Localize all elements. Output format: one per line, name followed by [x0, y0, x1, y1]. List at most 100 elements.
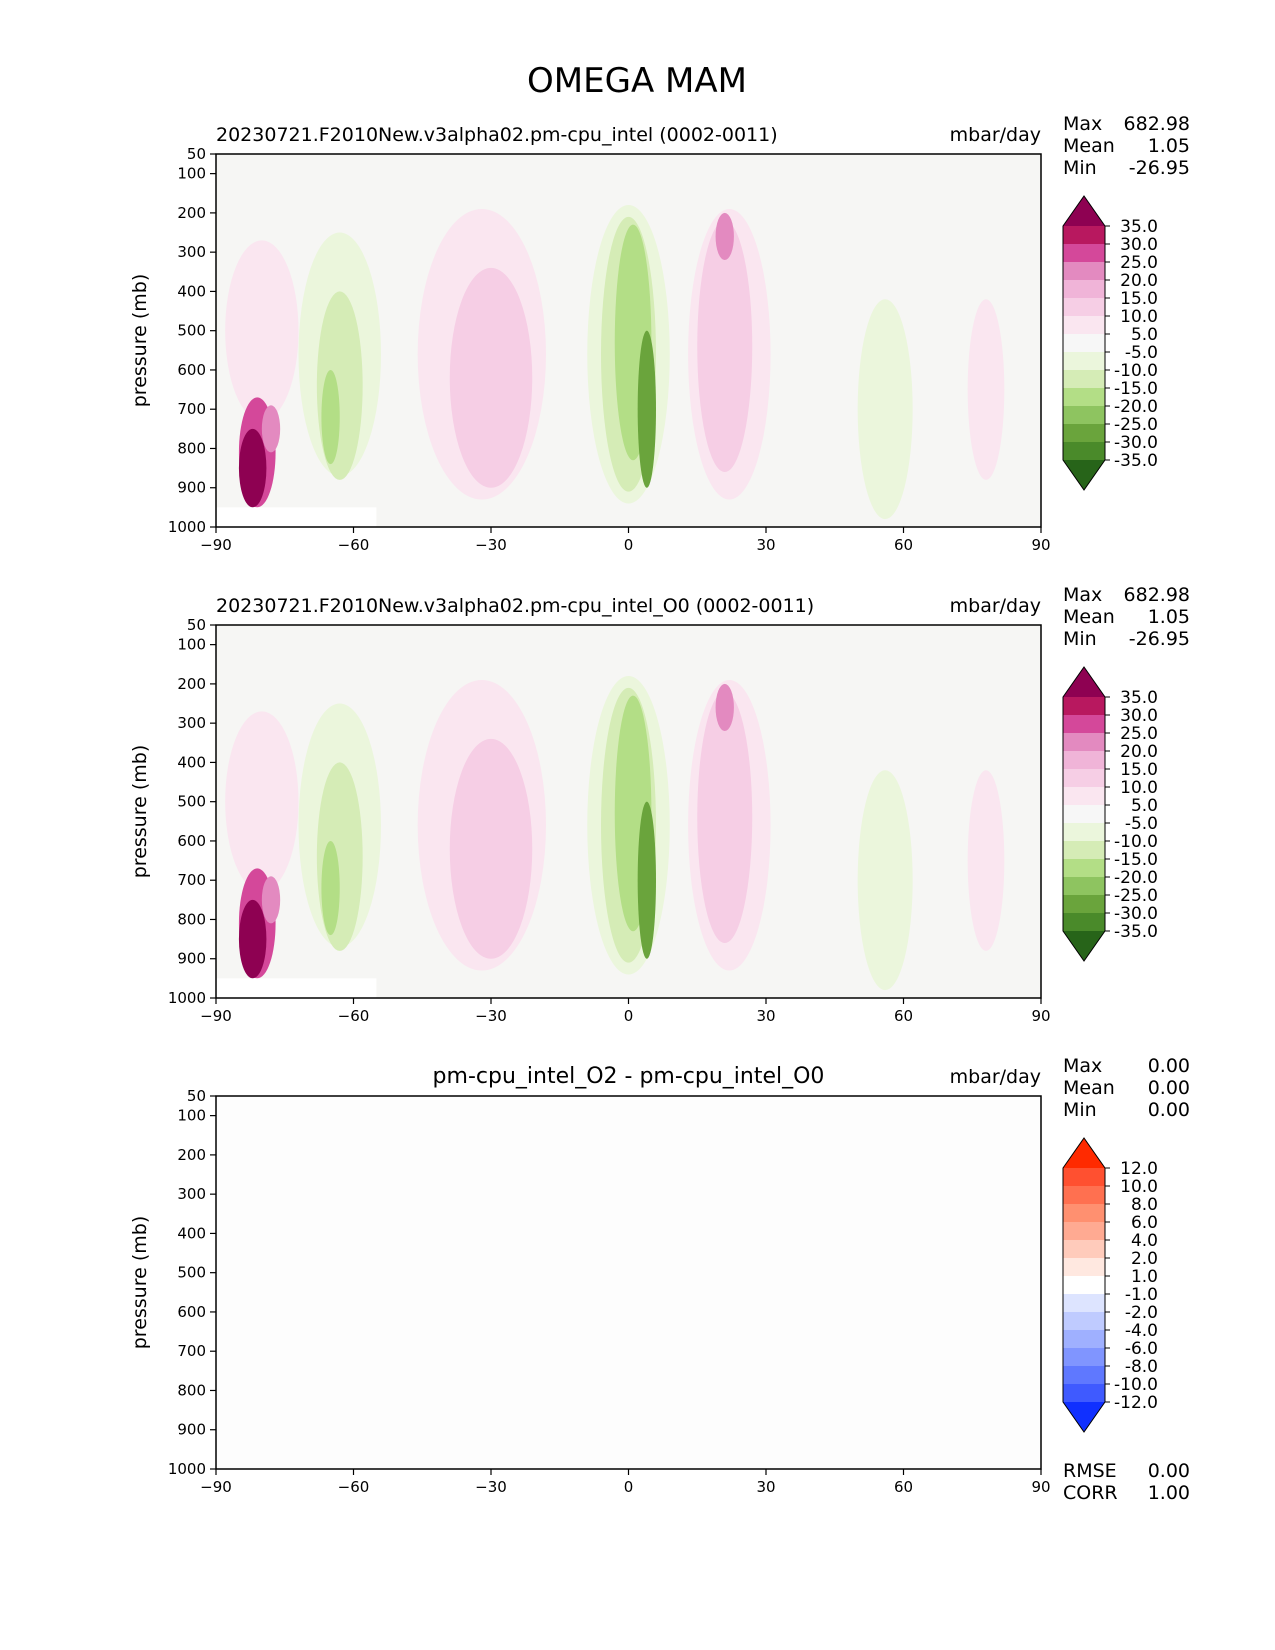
- x-tick-label: −60: [338, 1478, 370, 1496]
- y-tick-label: 300: [177, 243, 206, 261]
- units-label: mbar/day: [950, 595, 1041, 617]
- panel-2: −90 −60 −30 0 30 60 90 50 100 200 300 400 500 600 700 8…: [129, 584, 1190, 1025]
- extra-stat-label: CORR: [1063, 1482, 1118, 1504]
- x-tick-label: −90: [200, 1007, 232, 1025]
- contour-region: [449, 267, 533, 488]
- colorbar-label: 15.0: [1120, 289, 1158, 309]
- colorbar-label: -8.0: [1125, 1357, 1158, 1377]
- colorbar-label: 35.0: [1120, 217, 1158, 237]
- colorbar: 35.030.025.020.015.010.05.0-5.0-10.0-15.…: [1062, 195, 1158, 491]
- contour-region: [316, 291, 363, 480]
- colorbar-swatch: [1063, 769, 1105, 788]
- contour-region: [715, 683, 734, 732]
- y-tick-label: 800: [177, 439, 206, 457]
- stat-value: 0.00: [1148, 1055, 1190, 1077]
- contour-region: [261, 876, 281, 924]
- colorbar-swatch: [1063, 442, 1105, 461]
- colorbar-extend-top: [1063, 196, 1105, 226]
- y-tick-label: 800: [177, 1381, 206, 1399]
- colorbar-label: -1.0: [1125, 1285, 1158, 1305]
- colorbar-swatch: [1063, 787, 1105, 806]
- x-tick-label: −30: [475, 1007, 507, 1025]
- colorbar-extend-top: [1063, 1138, 1105, 1168]
- colorbar-swatch: [1063, 823, 1105, 842]
- colorbar-extend-bottom: [1063, 1402, 1105, 1432]
- plot-background: [216, 1096, 1041, 1469]
- colorbar-label: 20.0: [1120, 271, 1158, 291]
- panel-title: 20230721.F2010New.v3alpha02.pm-cpu_intel…: [216, 124, 778, 146]
- colorbar-swatch: [1063, 1366, 1105, 1385]
- topography-mask: [216, 507, 377, 527]
- colorbar-swatch: [1063, 859, 1105, 878]
- colorbar-swatch: [1063, 751, 1105, 770]
- colorbar-label: -5.0: [1125, 343, 1158, 363]
- colorbar-label: 35.0: [1120, 688, 1158, 708]
- contour-region: [225, 240, 299, 421]
- contour-region: [697, 220, 753, 473]
- y-tick-label: 400: [177, 1224, 206, 1242]
- y-axis-label: pressure (mb): [129, 745, 151, 879]
- colorbar-label: 20.0: [1120, 742, 1158, 762]
- colorbar-swatch: [1063, 1384, 1105, 1403]
- y-tick-label: 500: [177, 1264, 206, 1282]
- stat-label: Max: [1063, 1055, 1102, 1077]
- contour-region: [238, 428, 267, 508]
- contour-region: [857, 770, 913, 991]
- extra-stat-value: 0.00: [1148, 1460, 1190, 1482]
- colorbar-label: -35.0: [1114, 451, 1158, 471]
- colorbar-swatch: [1063, 316, 1105, 335]
- x-tick-label: −90: [200, 1478, 232, 1496]
- colorbar: 12.010.08.06.04.02.01.0-1.0-2.0-4.0-6.0-…: [1062, 1137, 1158, 1433]
- x-tick-label: 60: [894, 536, 913, 554]
- x-tick-label: 30: [756, 536, 775, 554]
- x-tick-label: −30: [475, 536, 507, 554]
- colorbar-label: 10.0: [1120, 307, 1158, 327]
- x-tick-label: −60: [338, 1007, 370, 1025]
- x-tick-label: −30: [475, 1478, 507, 1496]
- colorbar-label: -20.0: [1114, 397, 1158, 417]
- y-axis-label: pressure (mb): [129, 274, 151, 408]
- colorbar-swatch: [1063, 895, 1105, 914]
- extra-stat-value: 1.00: [1148, 1482, 1190, 1504]
- colorbar-label: 12.0: [1120, 1159, 1158, 1179]
- colorbar-swatch: [1063, 1330, 1105, 1349]
- y-tick-label: 600: [177, 361, 206, 379]
- contour-region: [321, 840, 340, 936]
- contour-region: [225, 711, 299, 892]
- x-tick-label: 0: [624, 536, 634, 554]
- stat-label: Max: [1063, 584, 1102, 606]
- colorbar-label: -15.0: [1114, 379, 1158, 399]
- colorbar-swatch: [1063, 1348, 1105, 1367]
- colorbar-swatch: [1063, 334, 1105, 353]
- colorbar-label: 15.0: [1120, 760, 1158, 780]
- contour-field: [216, 205, 1005, 527]
- y-axis-label: pressure (mb): [129, 1216, 151, 1350]
- stat-label: Min: [1063, 1099, 1097, 1121]
- y-tick-label: 500: [177, 793, 206, 811]
- contour-region: [261, 405, 281, 453]
- colorbar-swatch: [1063, 352, 1105, 371]
- colorbar-swatch: [1063, 424, 1105, 443]
- y-tick-label: 200: [177, 204, 206, 222]
- y-tick-label: 200: [177, 1146, 206, 1164]
- colorbar-swatch: [1063, 406, 1105, 425]
- contour-region: [715, 212, 734, 261]
- colorbar-swatch: [1063, 1276, 1105, 1295]
- contour-region: [316, 762, 363, 951]
- colorbar-swatch: [1063, 244, 1105, 263]
- colorbar-label: -12.0: [1114, 1393, 1158, 1413]
- colorbar-swatch: [1063, 388, 1105, 407]
- contour-region: [697, 691, 753, 944]
- colorbar-swatch: [1063, 262, 1105, 281]
- colorbar-swatch: [1063, 805, 1105, 824]
- y-tick-label: 900: [177, 950, 206, 968]
- stat-value: 0.00: [1148, 1077, 1190, 1099]
- units-label: mbar/day: [950, 1066, 1041, 1088]
- y-tick-label: 1000: [168, 518, 206, 536]
- panel-3: −90 −60 −30 0 30 60 90 50 100 200 300 400 500 600 700 8…: [129, 1055, 1190, 1504]
- y-tick-label: 300: [177, 714, 206, 732]
- y-tick-label: 50: [187, 1087, 206, 1105]
- colorbar-label: -6.0: [1125, 1339, 1158, 1359]
- x-tick-label: −90: [200, 536, 232, 554]
- x-tick-label: 60: [894, 1007, 913, 1025]
